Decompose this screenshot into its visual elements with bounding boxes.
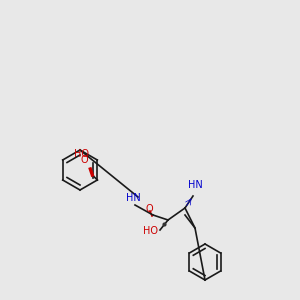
Text: O: O [145,204,153,214]
Text: HN: HN [188,180,202,190]
Text: HN: HN [126,193,140,203]
Text: O: O [80,155,88,165]
Text: HO: HO [74,149,89,159]
Text: HO: HO [142,226,158,236]
